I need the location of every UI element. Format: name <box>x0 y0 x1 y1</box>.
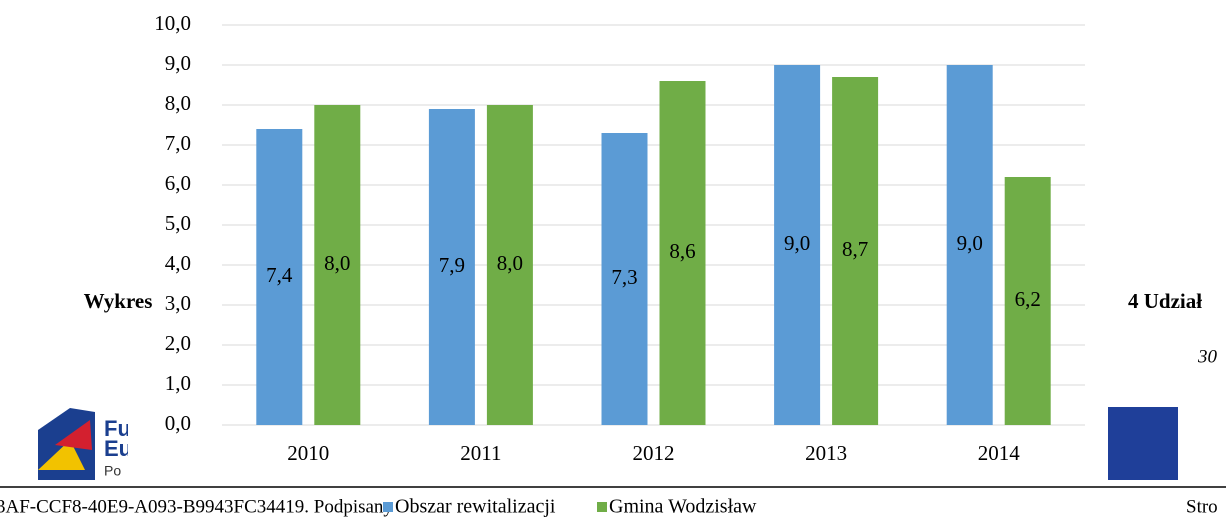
data-label: 7,4 <box>266 263 293 287</box>
logo-shape <box>55 420 92 450</box>
x-tick-label: 2013 <box>805 441 847 465</box>
legend-label: Obszar rewitalizacji <box>395 496 556 517</box>
eu-flag <box>1108 407 1178 480</box>
caption-left: Wykres <box>84 289 153 313</box>
data-label: 8,0 <box>324 251 350 275</box>
y-tick-label: 3,0 <box>165 291 191 315</box>
logo-shape <box>38 440 85 470</box>
bar <box>832 77 879 425</box>
y-tick-label: 9,0 <box>165 51 191 75</box>
y-tick-label: 8,0 <box>165 91 191 115</box>
caption-right: 4 Udział <box>1128 289 1202 313</box>
footer-left: 3AF-CCF8-40E9-A093-B9943FC34419. Podpisa… <box>0 496 393 517</box>
bar <box>256 129 303 425</box>
y-tick-label: 6,0 <box>165 171 191 195</box>
logo-text: Fu <box>104 416 131 441</box>
chart: 0,0 1,0 2,0 3,0 4,0 5,0 6,0 7,0 8,0 9,0 10,0 2010 7,… <box>154 11 1085 517</box>
data-label: 8,0 <box>497 251 523 275</box>
bar <box>659 81 706 425</box>
bar <box>774 65 821 425</box>
data-label: 8,6 <box>669 239 695 263</box>
y-tick-label: 10,0 <box>154 11 191 35</box>
y-tick-label: 2,0 <box>165 331 191 355</box>
x-tick-label: 2010 <box>287 441 329 465</box>
bar <box>314 105 361 425</box>
x-tick-label: 2014 <box>978 441 1021 465</box>
footer-right: Stro <box>1186 496 1218 517</box>
data-label: 9,0 <box>784 231 810 255</box>
data-label: 8,7 <box>842 237 868 261</box>
logo-left: Fu Eu Po <box>38 408 132 480</box>
bar <box>1004 177 1051 425</box>
bar <box>946 65 993 425</box>
logo-text: Eu <box>104 436 132 461</box>
y-tick-label: 7,0 <box>165 131 191 155</box>
y-tick-label: 0,0 <box>165 411 191 435</box>
legend-swatch <box>383 502 393 512</box>
data-label: 7,9 <box>439 253 465 277</box>
x-tick-label: 2012 <box>633 441 675 465</box>
bar <box>601 133 648 425</box>
x-tick-label: 2011 <box>460 441 501 465</box>
y-tick-label: 4,0 <box>165 251 191 275</box>
legend-label: Gmina Wodzisław <box>609 496 757 517</box>
page-note: 30 <box>1197 346 1218 367</box>
data-label: 9,0 <box>957 231 983 255</box>
legend-swatch <box>597 502 607 512</box>
logo-text: Po <box>104 463 121 479</box>
y-tick-label: 5,0 <box>165 211 191 235</box>
bar <box>486 105 533 425</box>
y-tick-label: 1,0 <box>165 371 191 395</box>
data-label: 6,2 <box>1015 287 1041 311</box>
data-label: 7,3 <box>611 265 637 289</box>
bar <box>428 109 475 425</box>
